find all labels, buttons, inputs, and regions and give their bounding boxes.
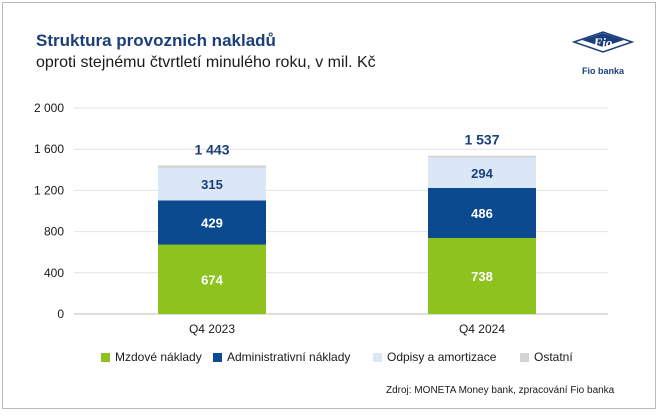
bar-segment [428, 157, 536, 188]
x-axis-ticks: Q4 2023 Q4 2024 [189, 322, 505, 336]
legend-item: Odpisy a amortizace [373, 350, 496, 364]
y-tick-label: 1 200 [34, 183, 64, 197]
y-tick-label: 800 [44, 225, 64, 239]
chart-subtitle: oproti stejnému čtvrtletí minulého roku,… [36, 54, 376, 71]
bar-segment [158, 167, 266, 201]
legend-item: Administrativní náklady [213, 350, 350, 364]
bars [158, 155, 536, 314]
legend-swatch [373, 352, 382, 362]
y-tick-label: 400 [44, 266, 64, 280]
legend-label: Administrativní náklady [227, 350, 351, 364]
x-tick-label: Q4 2024 [459, 322, 505, 336]
legend-swatch [520, 352, 529, 362]
chart-title: Struktura provoznich nakladů [36, 31, 276, 50]
bar-segment [158, 244, 266, 314]
bar-value-label: 429 [201, 215, 223, 230]
legend-label: Ostatní [534, 350, 573, 364]
bar-segment [428, 187, 536, 238]
bar-segment [158, 200, 266, 245]
legend-label: Odpisy a amortizace [387, 350, 497, 364]
chart-frame [2, 2, 656, 409]
bar-segment [428, 237, 536, 314]
bar-value-label: 486 [471, 206, 493, 221]
y-tick-label: 0 [57, 307, 64, 321]
fio-logo-icon: Fio [572, 31, 634, 53]
bar-value-label: 738 [471, 269, 493, 284]
bar-value-label: 294 [471, 166, 493, 181]
legend-item: Mzdové náklady [101, 350, 202, 364]
source-note: Zdroj: MONETA Money bank, zpracování Fio… [386, 385, 615, 396]
bar-total-label: 1 537 [464, 132, 499, 148]
legend-swatch [101, 352, 110, 362]
x-tick-label: Q4 2023 [189, 322, 235, 336]
y-axis-ticks: 0 400 800 1 200 1 600 2 000 [34, 101, 64, 321]
logo-mark-text: Fio [593, 35, 613, 50]
data-labels: 674 429 315 1 443 738 486 294 1 537 [194, 132, 499, 288]
bar-segment [158, 165, 266, 168]
logo-label: Fio banka [581, 66, 624, 76]
bar-segment [428, 155, 536, 158]
legend-label: Mzdové náklady [115, 350, 202, 364]
y-tick-label: 2 000 [34, 101, 64, 115]
bar-total-label: 1 443 [194, 141, 229, 157]
bar-value-label: 674 [201, 272, 223, 287]
legend-item: Ostatní [520, 350, 573, 364]
legend-swatch [213, 352, 222, 362]
y-tick-label: 1 600 [34, 142, 64, 156]
bar-value-label: 315 [201, 177, 223, 192]
